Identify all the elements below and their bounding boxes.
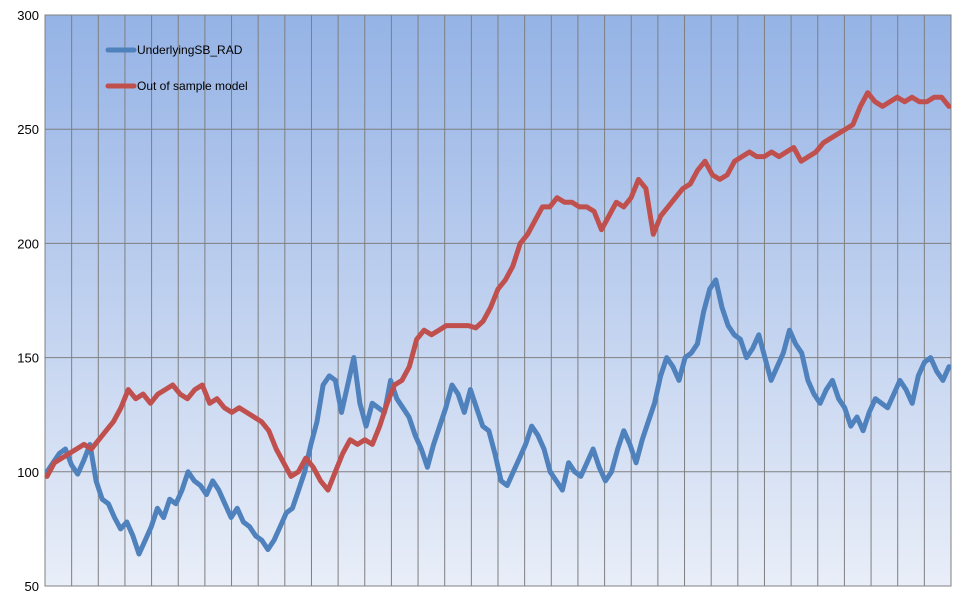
series-line-underlying — [44, 277, 952, 557]
legend-label-model: Out of sample model — [137, 79, 248, 93]
y-tick-label: 300 — [17, 8, 39, 23]
series-line-model — [44, 90, 952, 493]
legend-label-underlying: UnderlyingSB_RAD — [137, 43, 243, 57]
y-tick-label: 200 — [17, 236, 39, 251]
y-tick-label: 100 — [17, 465, 39, 480]
y-tick-label: 50 — [25, 579, 39, 594]
y-tick-label: 250 — [17, 122, 39, 137]
series-layer — [44, 90, 952, 557]
y-axis-ticks: 50 100 150 200 250 300 — [17, 8, 39, 594]
y-tick-label: 150 — [17, 351, 39, 366]
legend: UnderlyingSB_RAD Out of sample model — [105, 43, 248, 93]
